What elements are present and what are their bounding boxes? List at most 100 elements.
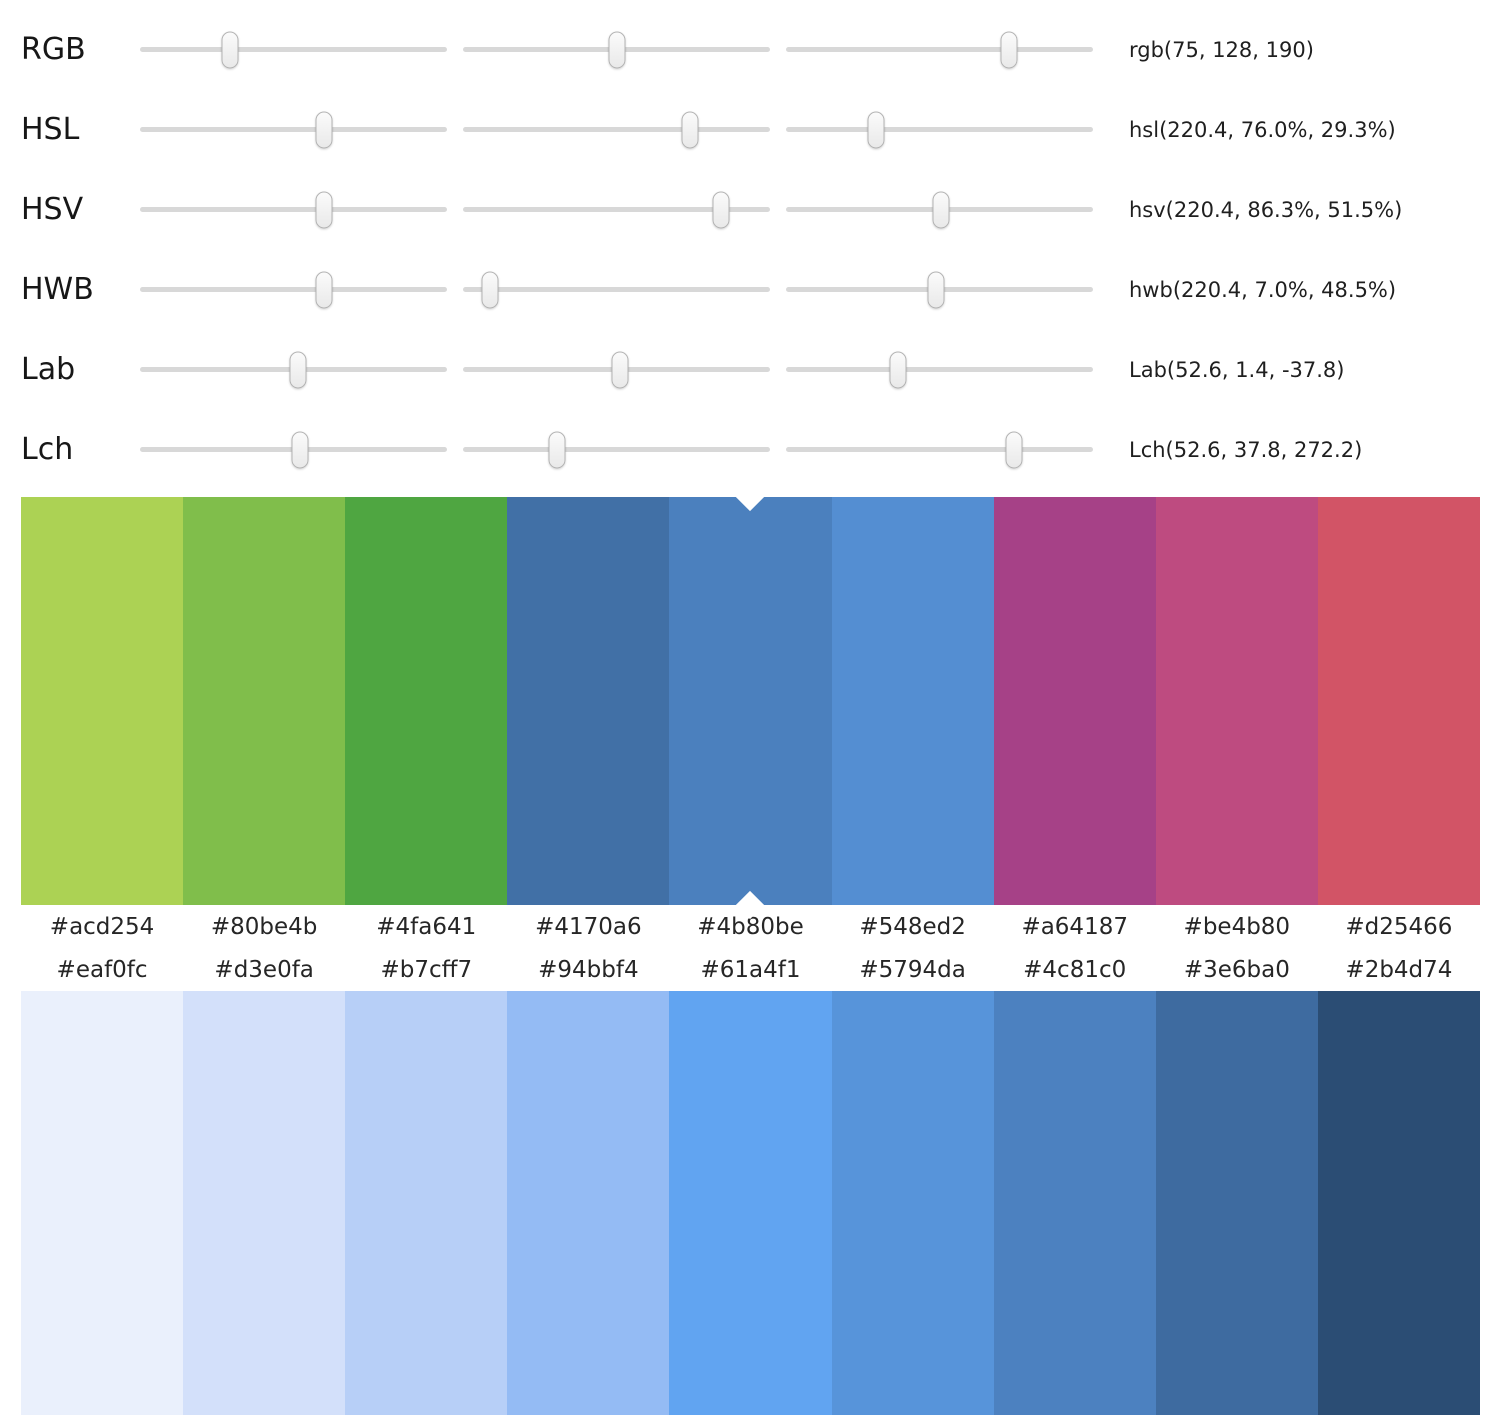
swatch-a64187[interactable] — [993, 497, 1156, 905]
slider-track[interactable] — [786, 127, 1093, 132]
hsl-channel-2-slider[interactable] — [463, 108, 770, 152]
slider-thumb[interactable] — [315, 191, 333, 229]
lab-channel-1-slider[interactable] — [140, 348, 447, 392]
rgb-value-text: rgb(75, 128, 190) — [1129, 38, 1314, 62]
slider-row-hwb: HWB hwb(220.4, 7.0%, 48.5%) — [21, 250, 1480, 330]
slider-thumb[interactable] — [611, 351, 629, 389]
slider-thumb[interactable] — [481, 271, 499, 309]
hsv-channel-2-slider[interactable] — [463, 188, 770, 232]
slider-track[interactable] — [140, 287, 447, 292]
lch-channel-1-slider[interactable] — [140, 428, 447, 472]
swatch-94bbf4[interactable] — [507, 991, 670, 1415]
slider-thumb[interactable] — [867, 111, 885, 149]
swatch-eaf0fc[interactable] — [21, 991, 184, 1415]
colorspace-label-lab: Lab — [21, 352, 76, 387]
slider-row-hsv: HSV hsv(220.4, 86.3%, 51.5%) — [21, 170, 1480, 250]
swatch-4b80be[interactable] — [669, 482, 832, 920]
rgb-channel-3-slider[interactable] — [786, 28, 1093, 72]
lch-channel-2-slider[interactable] — [463, 428, 770, 472]
hsl-channel-1-slider[interactable] — [140, 108, 447, 152]
rgb-channel-2-slider[interactable] — [463, 28, 770, 72]
rgb-channel-1-slider[interactable] — [140, 28, 447, 72]
lch-value-text: Lch(52.6, 37.8, 272.2) — [1129, 438, 1363, 462]
hsl-channel-3-slider[interactable] — [786, 108, 1093, 152]
lch-channel-3-slider[interactable] — [786, 428, 1093, 472]
swatch-3e6ba0[interactable] — [1155, 991, 1318, 1415]
hex-label: #2b4d74 — [1345, 956, 1453, 983]
hex-label: #be4b80 — [1183, 913, 1291, 940]
hex-label: #4170a6 — [535, 913, 642, 940]
swatch-acd254[interactable] — [21, 497, 184, 905]
hwb-channel-3-slider[interactable] — [786, 268, 1093, 312]
slider-track[interactable] — [786, 47, 1093, 52]
slider-track[interactable] — [140, 47, 447, 52]
hex-label: #80be4b — [210, 913, 318, 940]
swatch-61a4f1[interactable] — [669, 991, 832, 1415]
slider-thumb[interactable] — [548, 431, 566, 469]
slider-track[interactable] — [786, 447, 1093, 452]
swatch-4fa641[interactable] — [345, 497, 508, 905]
colorspace-label-hwb: HWB — [21, 272, 94, 307]
slider-track[interactable] — [463, 207, 770, 212]
lab-value-text: Lab(52.6, 1.4, -37.8) — [1129, 358, 1345, 382]
slider-row-rgb: RGB rgb(75, 128, 190) — [21, 10, 1480, 90]
colorspace-label-hsl: HSL — [21, 112, 80, 147]
swatch-2b4d74[interactable] — [1317, 991, 1480, 1415]
slider-thumb[interactable] — [712, 191, 730, 229]
slider-thumb[interactable] — [927, 271, 945, 309]
shade-hex-labels: #eaf0fc #d3e0fa #b7cff7 #94bbf4 #61a4f1 #5794… — [21, 948, 1480, 991]
hex-label: #eaf0fc — [56, 956, 148, 983]
slider-track[interactable] — [786, 367, 1093, 372]
hex-label: #548ed2 — [859, 913, 966, 940]
hex-label: #d3e0fa — [214, 956, 314, 983]
slider-thumb[interactable] — [681, 111, 699, 149]
swatch-d25466[interactable] — [1317, 497, 1480, 905]
hsv-channel-1-slider[interactable] — [140, 188, 447, 232]
colorspace-label-hsv: HSV — [21, 192, 84, 227]
slider-thumb[interactable] — [221, 31, 239, 69]
hex-label: #5794da — [859, 956, 966, 983]
slider-thumb[interactable] — [315, 111, 333, 149]
hsv-channel-3-slider[interactable] — [786, 188, 1093, 232]
swatch-b7cff7[interactable] — [345, 991, 508, 1415]
slider-thumb[interactable] — [1005, 431, 1023, 469]
slider-thumb[interactable] — [289, 351, 307, 389]
swatch-80be4b[interactable] — [183, 497, 346, 905]
swatch-4170a6[interactable] — [507, 497, 670, 905]
hex-label: #4c81c0 — [1023, 956, 1127, 983]
slider-thumb[interactable] — [889, 351, 907, 389]
hwb-value-text: hwb(220.4, 7.0%, 48.5%) — [1129, 278, 1397, 302]
swatch-4c81c0[interactable] — [993, 991, 1156, 1415]
slider-track[interactable] — [140, 207, 447, 212]
hsl-value-text: hsl(220.4, 76.0%, 29.3%) — [1129, 118, 1396, 142]
slider-thumb[interactable] — [315, 271, 333, 309]
swatch-5794da[interactable] — [831, 991, 994, 1415]
hue-hex-labels: #acd254 #80be4b #4fa641 #4170a6 #4b80be #548e… — [21, 905, 1480, 948]
hex-label: #94bbf4 — [538, 956, 639, 983]
slider-thumb[interactable] — [1000, 31, 1018, 69]
swatch-548ed2[interactable] — [831, 497, 994, 905]
colorspace-label-rgb: RGB — [21, 32, 86, 67]
hex-label: #4fa641 — [376, 913, 477, 940]
lab-channel-3-slider[interactable] — [786, 348, 1093, 392]
hex-label: #3e6ba0 — [1183, 956, 1290, 983]
slider-track[interactable] — [463, 287, 770, 292]
hex-label: #4b80be — [697, 913, 804, 940]
slider-track[interactable] — [463, 127, 770, 132]
slider-thumb[interactable] — [932, 191, 950, 229]
swatch-d3e0fa[interactable] — [183, 991, 346, 1415]
lab-channel-2-slider[interactable] — [463, 348, 770, 392]
slider-thumb[interactable] — [608, 31, 626, 69]
slider-row-hsl: HSL hsl(220.4, 76.0%, 29.3%) — [21, 90, 1480, 170]
hwb-channel-1-slider[interactable] — [140, 268, 447, 312]
slider-track[interactable] — [140, 127, 447, 132]
hsv-value-text: hsv(220.4, 86.3%, 51.5%) — [1129, 198, 1403, 222]
colorspace-label-lch: Lch — [21, 432, 74, 467]
slider-thumb[interactable] — [291, 431, 309, 469]
hwb-channel-2-slider[interactable] — [463, 268, 770, 312]
slider-track[interactable] — [463, 447, 770, 452]
hex-label: #61a4f1 — [700, 956, 801, 983]
swatch-be4b80[interactable] — [1155, 497, 1318, 905]
slider-panel: RGB rgb(75, 128, 190) HSL hsl(220.4, 76.0%,… — [0, 0, 1501, 490]
